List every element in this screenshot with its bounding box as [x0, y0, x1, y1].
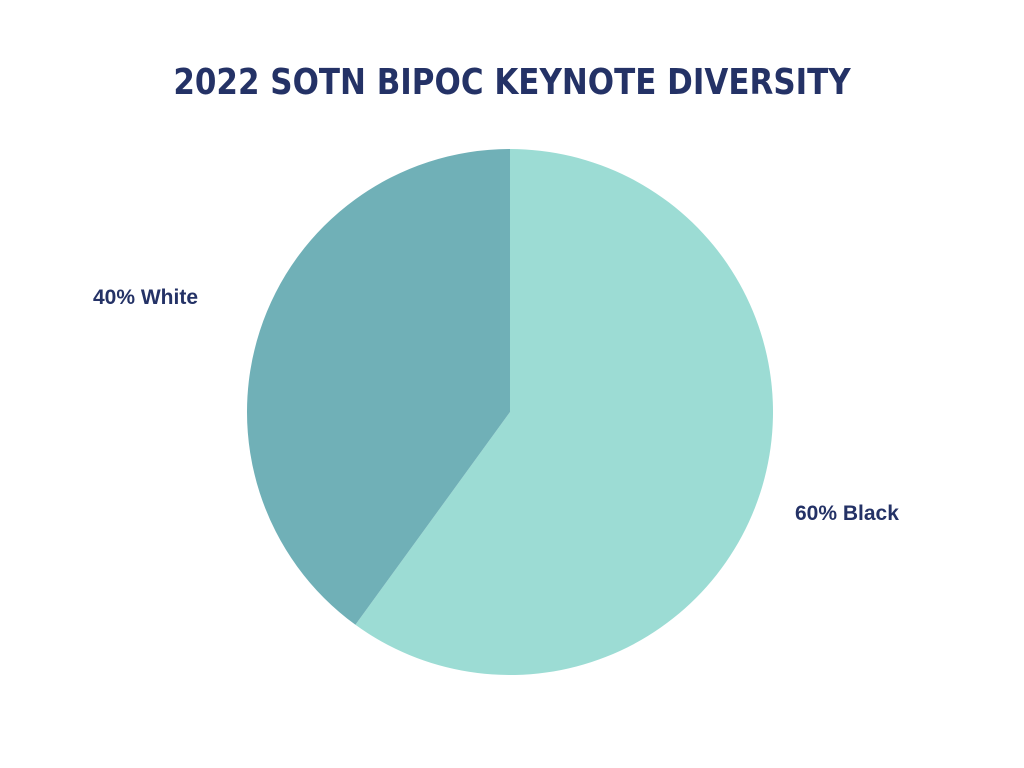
pie-slice-white: [247, 149, 510, 625]
chart-title: 2022 SOTN BIPOC KEYNOTE DIVERSITY: [173, 62, 851, 103]
slice-label-white: 40% White: [93, 286, 199, 309]
slice-label-black: 60% Black: [795, 502, 899, 525]
pie-slice-black: [355, 149, 774, 676]
